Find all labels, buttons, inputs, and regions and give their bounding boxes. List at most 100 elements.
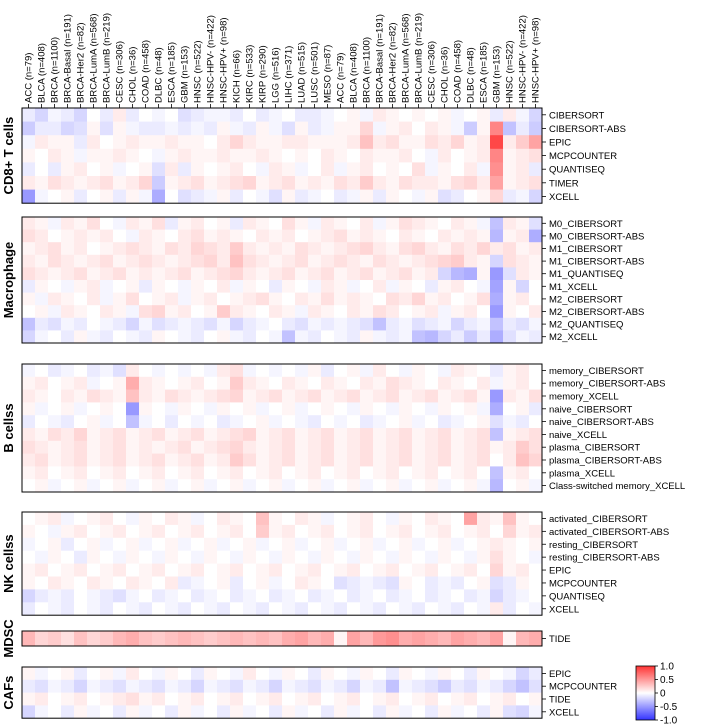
heatmap-cell — [217, 305, 231, 319]
heatmap-cell — [282, 679, 296, 693]
heatmap-cell — [399, 589, 413, 603]
heatmap-cell — [412, 479, 426, 493]
heatmap-cell — [230, 479, 244, 493]
heatmap-cell — [464, 121, 478, 136]
heatmap-cell — [35, 679, 49, 693]
heatmap-cell — [113, 428, 127, 442]
heatmap-cell — [464, 415, 478, 429]
heatmap-cell — [399, 317, 413, 331]
heatmap-cell — [529, 692, 543, 706]
heatmap-cell — [230, 563, 244, 577]
heatmap-cell — [464, 162, 478, 177]
heatmap-cell — [399, 148, 413, 163]
heatmap-cell — [412, 466, 426, 480]
heatmap-cell — [321, 217, 335, 230]
heatmap-cell — [61, 229, 75, 243]
heatmap-cell — [100, 679, 114, 693]
heatmap-cell — [334, 512, 348, 526]
heatmap-cell — [373, 705, 387, 719]
heatmap-cell — [139, 479, 153, 493]
heatmap-cell — [22, 305, 36, 319]
heatmap-cell — [269, 440, 283, 454]
heatmap-cell — [347, 705, 361, 719]
heatmap-cell — [113, 135, 127, 150]
heatmap-cell — [529, 524, 543, 539]
heatmap-cell — [308, 537, 322, 552]
heatmap-cell — [529, 121, 543, 136]
heatmap-cell — [113, 267, 127, 281]
heatmap-cell — [139, 135, 153, 150]
heatmap-cell — [347, 524, 361, 539]
row-label: MCPCOUNTER — [549, 151, 617, 162]
heatmap-cell — [412, 576, 426, 590]
heatmap-cell — [178, 589, 192, 603]
heatmap-cell — [243, 148, 257, 163]
group-label: NK cellss — [1, 534, 16, 593]
legend-tick-label: 0.5 — [660, 675, 674, 686]
heatmap-cell — [425, 667, 439, 681]
heatmap-cell — [373, 229, 387, 243]
heatmap-cell — [100, 305, 114, 319]
heatmap-cell — [74, 589, 88, 603]
heatmap-cell — [87, 189, 101, 204]
heatmap-cell — [178, 550, 192, 564]
heatmap-cell — [425, 330, 439, 344]
heatmap-cell — [347, 550, 361, 564]
heatmap-cell — [178, 428, 192, 442]
heatmap-cell — [477, 121, 491, 136]
heatmap-cell — [230, 631, 244, 647]
heatmap-cell — [503, 428, 517, 442]
heatmap-cell — [22, 589, 36, 603]
heatmap-cell — [347, 402, 361, 416]
heatmap-cell — [334, 292, 348, 306]
heatmap-cell — [503, 415, 517, 429]
heatmap-cell — [113, 176, 127, 190]
heatmap-cell — [87, 267, 101, 281]
heatmap-cell — [334, 376, 348, 390]
heatmap-cell — [178, 402, 192, 416]
heatmap-cell — [113, 466, 127, 480]
heatmap-cell — [204, 466, 218, 480]
heatmap-cell — [165, 679, 179, 693]
heatmap-cell — [399, 512, 413, 526]
heatmap-cell — [477, 631, 491, 647]
heatmap-cell — [321, 121, 335, 136]
heatmap-cell — [399, 466, 413, 480]
heatmap-cell — [87, 376, 101, 390]
row-label: naive_XCELL — [549, 430, 607, 441]
heatmap-cell — [412, 330, 426, 344]
heatmap-cell — [178, 317, 192, 331]
row-label: M0_CIBERSORT-ABS — [549, 231, 644, 242]
heatmap-cell — [269, 305, 283, 319]
heatmap-cell — [347, 148, 361, 163]
heatmap-cell — [230, 389, 244, 403]
column-label: ESCA (n=185) — [167, 42, 178, 103]
heatmap-cell — [204, 317, 218, 331]
heatmap-cell — [438, 176, 452, 190]
heatmap-cell — [217, 479, 231, 493]
heatmap-cell — [503, 402, 517, 416]
heatmap-cell — [48, 176, 62, 190]
heatmap-cell — [256, 512, 270, 526]
heatmap-cell — [438, 305, 452, 319]
heatmap-cell — [477, 317, 491, 331]
heatmap-cell — [360, 479, 374, 493]
heatmap-cell — [217, 267, 231, 281]
heatmap-cell — [412, 189, 426, 204]
heatmap-cell — [256, 280, 270, 293]
heatmap-cell — [74, 576, 88, 590]
heatmap-cell — [295, 254, 309, 268]
heatmap-cell — [204, 667, 218, 681]
heatmap-cell — [152, 524, 166, 539]
heatmap-cell — [217, 576, 231, 590]
heatmap-cell — [269, 550, 283, 564]
heatmap-cell — [22, 692, 36, 706]
heatmap-cell — [282, 280, 296, 293]
heatmap-cell — [308, 589, 322, 603]
heatmap-cell — [269, 479, 283, 493]
heatmap-cell — [412, 364, 426, 378]
column-label: BLCA (n=408) — [37, 43, 48, 103]
heatmap-cell — [22, 631, 36, 647]
heatmap-cell — [451, 563, 465, 577]
heatmap-cell — [503, 217, 517, 230]
